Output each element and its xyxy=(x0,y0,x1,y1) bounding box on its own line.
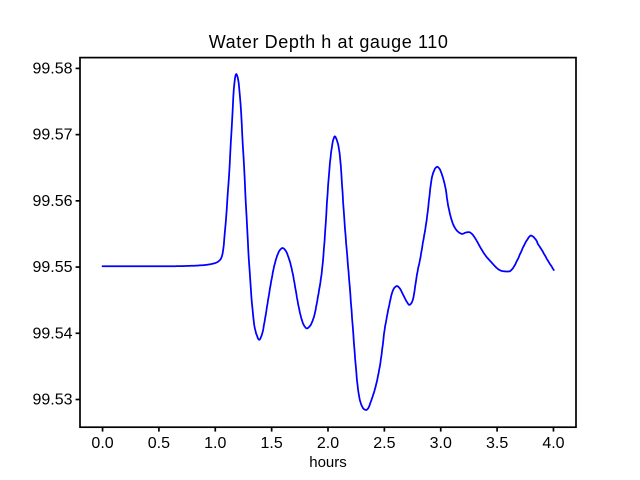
svg-text:2.0: 2.0 xyxy=(317,435,339,452)
svg-text:99.58: 99.58 xyxy=(32,60,72,77)
svg-text:3.5: 3.5 xyxy=(486,435,508,452)
svg-text:99.56: 99.56 xyxy=(32,193,72,210)
svg-text:0.0: 0.0 xyxy=(91,435,113,452)
svg-text:3.0: 3.0 xyxy=(430,435,452,452)
svg-text:4.0: 4.0 xyxy=(542,435,564,452)
svg-text:1.0: 1.0 xyxy=(204,435,226,452)
svg-text:99.55: 99.55 xyxy=(32,259,72,276)
svg-text:2.5: 2.5 xyxy=(373,435,395,452)
svg-text:99.57: 99.57 xyxy=(32,127,72,144)
svg-text:hours: hours xyxy=(309,454,347,471)
svg-text:99.53: 99.53 xyxy=(32,392,72,409)
svg-text:0.5: 0.5 xyxy=(148,435,170,452)
svg-text:99.54: 99.54 xyxy=(32,325,72,342)
svg-text:Water Depth h at gauge 110: Water Depth h at gauge 110 xyxy=(209,32,449,52)
svg-text:1.5: 1.5 xyxy=(261,435,283,452)
